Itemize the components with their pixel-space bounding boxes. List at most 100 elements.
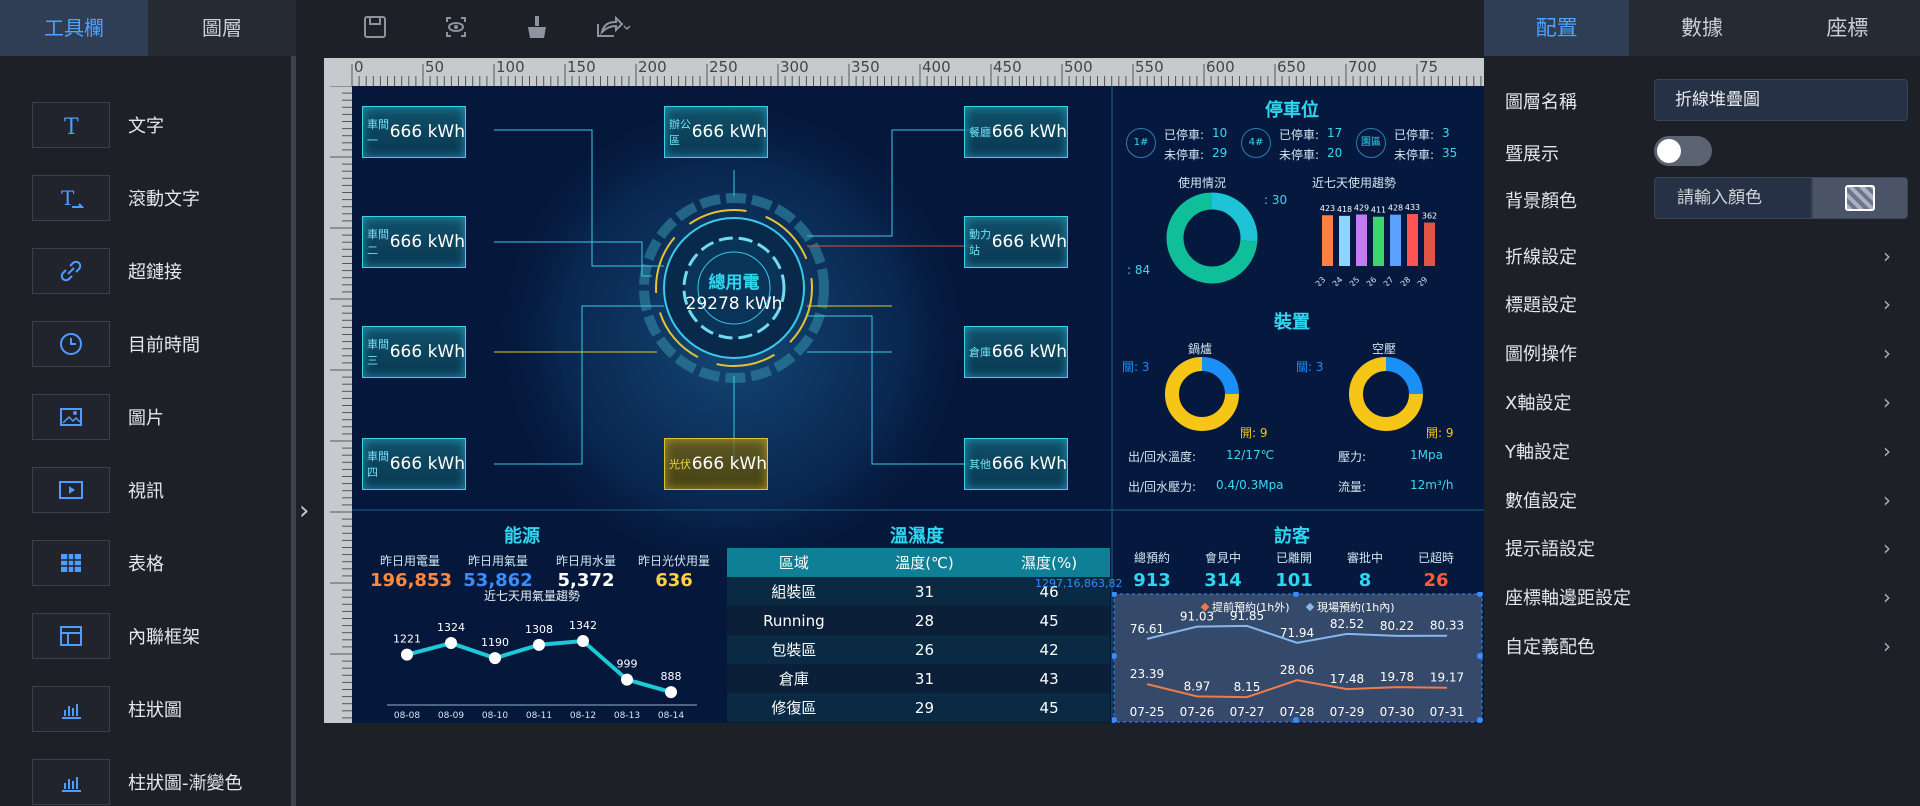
energy-box-workshop-3[interactable]: 車間三 666 kWh (362, 326, 466, 378)
visitor-chart[interactable]: 提前預約(1h外) 現場預約(1h內) 76.61 91.03 91.85 71.94 82… (1112, 592, 1484, 723)
toolbox-item-label: 視訊 (128, 480, 164, 502)
energy-box-canteen[interactable]: 餐廳 666 kWh (964, 106, 1068, 158)
ruler-label: 250 (709, 58, 738, 76)
left-scrollbar[interactable] (291, 56, 296, 806)
energy-stat-value: 636 (655, 570, 693, 591)
table-cell: 組裝區 (727, 577, 861, 606)
energy-box-label: 其他 (969, 458, 991, 471)
energy-box-other[interactable]: 其他 666 kWh (964, 438, 1068, 490)
tab-data[interactable]: 數據 (1629, 0, 1775, 56)
section-4[interactable]: Y軸設定 › (1505, 421, 1915, 480)
toolbox-item-video[interactable]: 視訊 (0, 453, 296, 526)
resize-handle[interactable] (1477, 592, 1483, 597)
color-picker-button[interactable] (1812, 177, 1908, 219)
gas-usage-chart: 近七天用氣量趨勢 1221 08-08 1324 08-09 1190 08-10 1308 0… (387, 590, 697, 720)
energy-box-value: 666 kWh (991, 342, 1067, 362)
energy-box-warehouse[interactable]: 倉庫 666 kWh (964, 326, 1068, 378)
tab-coords[interactable]: 座標 (1774, 0, 1920, 56)
section-0[interactable]: 折線設定 › (1505, 226, 1915, 285)
trend-bar (1390, 214, 1401, 266)
resize-handle[interactable] (1112, 653, 1117, 659)
toolbox-item-iframe[interactable]: 內聯框架 (0, 599, 296, 672)
legend-label: 現場預約(1h內) (1317, 600, 1395, 614)
section-8[interactable]: 自定義配色 › (1505, 616, 1915, 675)
ruler-label: 500 (1064, 58, 1093, 76)
preview-icon[interactable] (441, 12, 471, 42)
section-6[interactable]: 提示語設定 › (1505, 519, 1915, 578)
gas-point (401, 648, 413, 661)
energy-box-office[interactable]: 辦公區 666 kWh (664, 106, 768, 158)
export-icon[interactable] (592, 12, 632, 42)
link-icon (32, 247, 110, 294)
toolbox-item-text[interactable]: T 文字 (0, 88, 296, 161)
section-1[interactable]: 標題設定 › (1505, 275, 1915, 334)
image-icon (32, 393, 110, 440)
energy-box-power-station[interactable]: 動力站 666 kWh (964, 216, 1068, 268)
clear-icon[interactable] (522, 12, 552, 42)
design-canvas[interactable]: 車間一 666 kWh 車間二 666 kWh 車間三 666 kWh 車間四 666 … (352, 86, 1484, 723)
chevron-right-icon: › (1883, 389, 1891, 414)
gas-point-label: 1308 (525, 623, 553, 636)
visitor-title: 訪客 (1274, 526, 1310, 547)
gas-tick-label: 08-12 (570, 711, 596, 720)
parking-zone-badge: 4# (1241, 128, 1271, 158)
layer-name-label: 圖層名稱 (1505, 92, 1577, 113)
gas-point-label: 1324 (437, 621, 465, 634)
trend-bar-label: 433 (1405, 203, 1420, 212)
resize-handle[interactable] (1477, 653, 1483, 659)
gas-point (533, 638, 545, 651)
video-icon (32, 466, 110, 513)
table-row: Running 28 45 (727, 606, 1110, 635)
toolbox-item-table[interactable]: 表格 (0, 526, 296, 599)
energy-box-workshop-4[interactable]: 車間四 666 kWh (362, 438, 466, 490)
section-3[interactable]: X軸設定 › (1505, 372, 1915, 431)
toolbox-item-clock[interactable]: 目前時間 (0, 307, 296, 380)
toolbox-item-bar-chart-gradient[interactable]: 柱狀圖-漸變色 (0, 745, 296, 806)
energy-box-workshop-1[interactable]: 車間一 666 kWh (362, 106, 466, 158)
visitor-point-label: 82.52 (1330, 617, 1364, 631)
section-5[interactable]: 數值設定 › (1505, 470, 1915, 529)
toolbox-item-scroll-text[interactable]: T 滾動文字 (0, 161, 296, 234)
resize-handle[interactable] (1477, 717, 1483, 723)
tab-toolbar[interactable]: 工具欄 (0, 0, 148, 56)
section-2[interactable]: 圖例操作 › (1505, 324, 1915, 383)
free-label: 未停車: (1394, 148, 1435, 162)
visitor-stat-value: 913 (1133, 570, 1171, 591)
visitor-tick-label: 07-29 (1330, 705, 1365, 719)
compressor-title: 空壓 (1372, 342, 1397, 356)
energy-box-label: 光伏 (669, 458, 691, 471)
top-toolbar (296, 0, 1484, 56)
boiler-slice (1165, 357, 1239, 431)
boiler-slice (1201, 357, 1239, 395)
energy-box-solar[interactable]: 光伏 666 kWh (664, 438, 768, 490)
resize-handle[interactable] (1112, 592, 1117, 597)
table-row: 修復區 29 45 (727, 693, 1110, 722)
selection-box[interactable] (1113, 593, 1483, 723)
display-toggle[interactable] (1654, 136, 1712, 166)
toolbox-item-image[interactable]: 圖片 (0, 380, 296, 453)
visitor-line (1146, 624, 1448, 644)
total-power-value: 29278 kWh (685, 294, 783, 314)
table-cell: 42 (988, 635, 1110, 664)
table-cell: 45 (988, 606, 1110, 635)
tab-config[interactable]: 配置 (1484, 0, 1630, 56)
section-7[interactable]: 座標軸邊距設定 › (1505, 568, 1915, 627)
parked-value: 17 (1327, 126, 1343, 140)
table-cell: 修復區 (727, 693, 861, 722)
resize-handle[interactable] (1293, 717, 1299, 723)
toolbox-item-link[interactable]: 超鏈接 (0, 234, 296, 307)
trend-tick-label: 07-23 (1314, 275, 1327, 286)
layer-name-input[interactable]: 折線堆疊圖 (1654, 79, 1908, 121)
table-cell: 26 (860, 635, 989, 664)
toolbox-item-bar-chart[interactable]: 柱狀圖 (0, 672, 296, 745)
bg-color-input[interactable]: 請輸入顏色 (1654, 177, 1812, 219)
energy-stat-label: 昨日用電量 (379, 554, 440, 568)
gas-tick-label: 08-13 (614, 711, 640, 720)
tab-layers[interactable]: 圖層 (148, 0, 296, 56)
resize-handle[interactable] (1293, 592, 1299, 597)
collapse-chevron-icon[interactable]: › (299, 496, 310, 526)
energy-box-workshop-2[interactable]: 車間二 666 kWh (362, 216, 466, 268)
resize-handle[interactable] (1112, 717, 1117, 723)
trend-bar (1339, 215, 1350, 266)
save-icon[interactable] (360, 12, 390, 42)
